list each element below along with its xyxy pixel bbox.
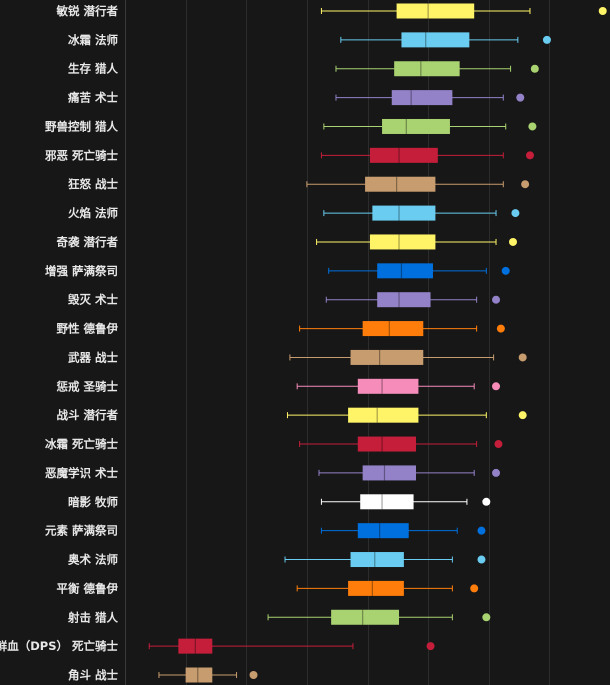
row-label: 增强 萨满祭司 bbox=[45, 264, 118, 278]
row-label: 暗影 牧师 bbox=[68, 495, 119, 509]
row-label: 恶魔学识 术士 bbox=[45, 466, 119, 480]
outlier-point bbox=[492, 295, 501, 304]
boxplot-row: 武器 战士 bbox=[68, 349, 527, 365]
iqr-box bbox=[350, 552, 404, 568]
iqr-box bbox=[372, 205, 436, 221]
iqr-box bbox=[331, 609, 400, 625]
boxplot-row: 战斗 潜行者 bbox=[56, 407, 527, 423]
outlier-point bbox=[528, 122, 537, 131]
boxplot-row: 火焰 法师 bbox=[68, 205, 520, 221]
iqr-box bbox=[382, 118, 450, 134]
boxplot-row: 痛苦 术士 bbox=[67, 90, 525, 106]
iqr-box bbox=[369, 147, 438, 163]
iqr-box bbox=[185, 667, 213, 683]
iqr-box bbox=[365, 176, 436, 192]
iqr-box bbox=[350, 349, 424, 365]
iqr-box bbox=[369, 234, 436, 250]
iqr-box bbox=[377, 292, 431, 308]
outlier-point bbox=[426, 642, 435, 651]
row-label: 武器 战士 bbox=[68, 350, 119, 364]
iqr-box bbox=[362, 321, 424, 337]
boxplot-row: 角斗 战士 bbox=[68, 667, 258, 683]
outlier-point bbox=[494, 440, 503, 449]
outlier-point bbox=[509, 237, 517, 246]
boxplot-row: 暗影 牧师 bbox=[68, 494, 491, 510]
row-label: 射击 猎人 bbox=[67, 610, 119, 624]
row-label: 惩戒 圣骑士 bbox=[56, 379, 118, 393]
row-label: 冰霜 法师 bbox=[68, 33, 119, 47]
outlier-point bbox=[482, 497, 491, 506]
row-label: 火焰 法师 bbox=[68, 206, 119, 220]
row-label: 敏锐 潜行者 bbox=[55, 4, 118, 18]
iqr-box bbox=[357, 436, 416, 452]
boxplot-row: 增强 萨满祭司 bbox=[45, 263, 510, 279]
row-label: 元素 萨满祭司 bbox=[45, 524, 118, 538]
row-label: 邪恶 死亡骑士 bbox=[44, 148, 119, 162]
iqr-box bbox=[178, 638, 213, 654]
boxplot-row: 惩戒 圣骑士 bbox=[56, 378, 501, 394]
boxplot-row: 生存 猎人 bbox=[68, 61, 539, 77]
iqr-box bbox=[401, 32, 470, 48]
iqr-box bbox=[377, 263, 433, 279]
boxplot-row: 敏锐 潜行者 bbox=[55, 3, 607, 19]
outlier-point bbox=[542, 35, 551, 44]
iqr-box bbox=[391, 90, 453, 106]
boxplot-row: 元素 萨满祭司 bbox=[45, 523, 486, 539]
outlier-point bbox=[518, 411, 527, 420]
outlier-point bbox=[470, 584, 479, 593]
iqr-box bbox=[396, 3, 475, 19]
row-label: 狂怒 战士 bbox=[68, 177, 119, 191]
outlier-point bbox=[492, 382, 501, 391]
iqr-box bbox=[394, 61, 460, 77]
outlier-point bbox=[501, 266, 510, 275]
row-label: 野性 德鲁伊 bbox=[56, 322, 118, 336]
iqr-box bbox=[362, 465, 416, 481]
iqr-box bbox=[348, 407, 419, 423]
grid-lines bbox=[125, 0, 550, 685]
row-label: 奥术 法师 bbox=[67, 553, 119, 567]
boxplot-row: 冰霜 法师 bbox=[68, 32, 551, 48]
boxplot-row: 野性 德鲁伊 bbox=[56, 321, 505, 337]
boxplot-row: 冰霜 死亡骑士 bbox=[45, 436, 503, 452]
outlier-point bbox=[496, 324, 505, 333]
boxplot-row: 狂怒 战士 bbox=[68, 176, 530, 192]
iqr-box bbox=[357, 523, 409, 539]
outlier-point bbox=[530, 64, 539, 73]
boxplot-row: 邪恶 死亡骑士 bbox=[44, 147, 534, 163]
outlier-point bbox=[516, 93, 525, 102]
row-label: 鲜血（DPS） 死亡骑士 bbox=[0, 639, 118, 653]
outlier-point bbox=[525, 151, 534, 160]
row-label: 野兽控制 猎人 bbox=[45, 119, 119, 133]
boxplot-row: 鲜血（DPS） 死亡骑士 bbox=[0, 638, 435, 654]
boxplot-row: 奥术 法师 bbox=[67, 552, 486, 568]
outlier-point bbox=[492, 468, 501, 477]
iqr-box bbox=[348, 580, 404, 596]
iqr-box bbox=[360, 494, 414, 510]
boxplot-row: 毁灭 术士 bbox=[68, 292, 501, 308]
outlier-point bbox=[511, 209, 520, 218]
row-label: 生存 猎人 bbox=[68, 62, 119, 76]
outlier-point bbox=[521, 180, 530, 189]
row-label: 战斗 潜行者 bbox=[56, 408, 118, 422]
row-label: 毁灭 术士 bbox=[68, 293, 119, 307]
boxplot-row: 平衡 德鲁伊 bbox=[56, 580, 479, 596]
row-label: 冰霜 死亡骑士 bbox=[45, 437, 119, 451]
outlier-point bbox=[518, 353, 527, 362]
boxplot-row: 射击 猎人 bbox=[67, 609, 491, 625]
row-label: 奇袭 潜行者 bbox=[56, 235, 118, 249]
boxplot-row: 奇袭 潜行者 bbox=[56, 234, 517, 250]
outlier-point bbox=[598, 7, 607, 15]
outlier-point bbox=[477, 526, 486, 535]
boxplot-row: 恶魔学识 术士 bbox=[45, 465, 501, 481]
outlier-point bbox=[482, 613, 491, 622]
row-label: 平衡 德鲁伊 bbox=[56, 581, 118, 595]
boxplot-row: 野兽控制 猎人 bbox=[45, 118, 537, 134]
outlier-point bbox=[477, 555, 486, 564]
row-label: 痛苦 术士 bbox=[67, 91, 119, 105]
outlier-point bbox=[249, 671, 258, 680]
row-label: 角斗 战士 bbox=[68, 668, 119, 682]
iqr-box bbox=[357, 378, 419, 394]
